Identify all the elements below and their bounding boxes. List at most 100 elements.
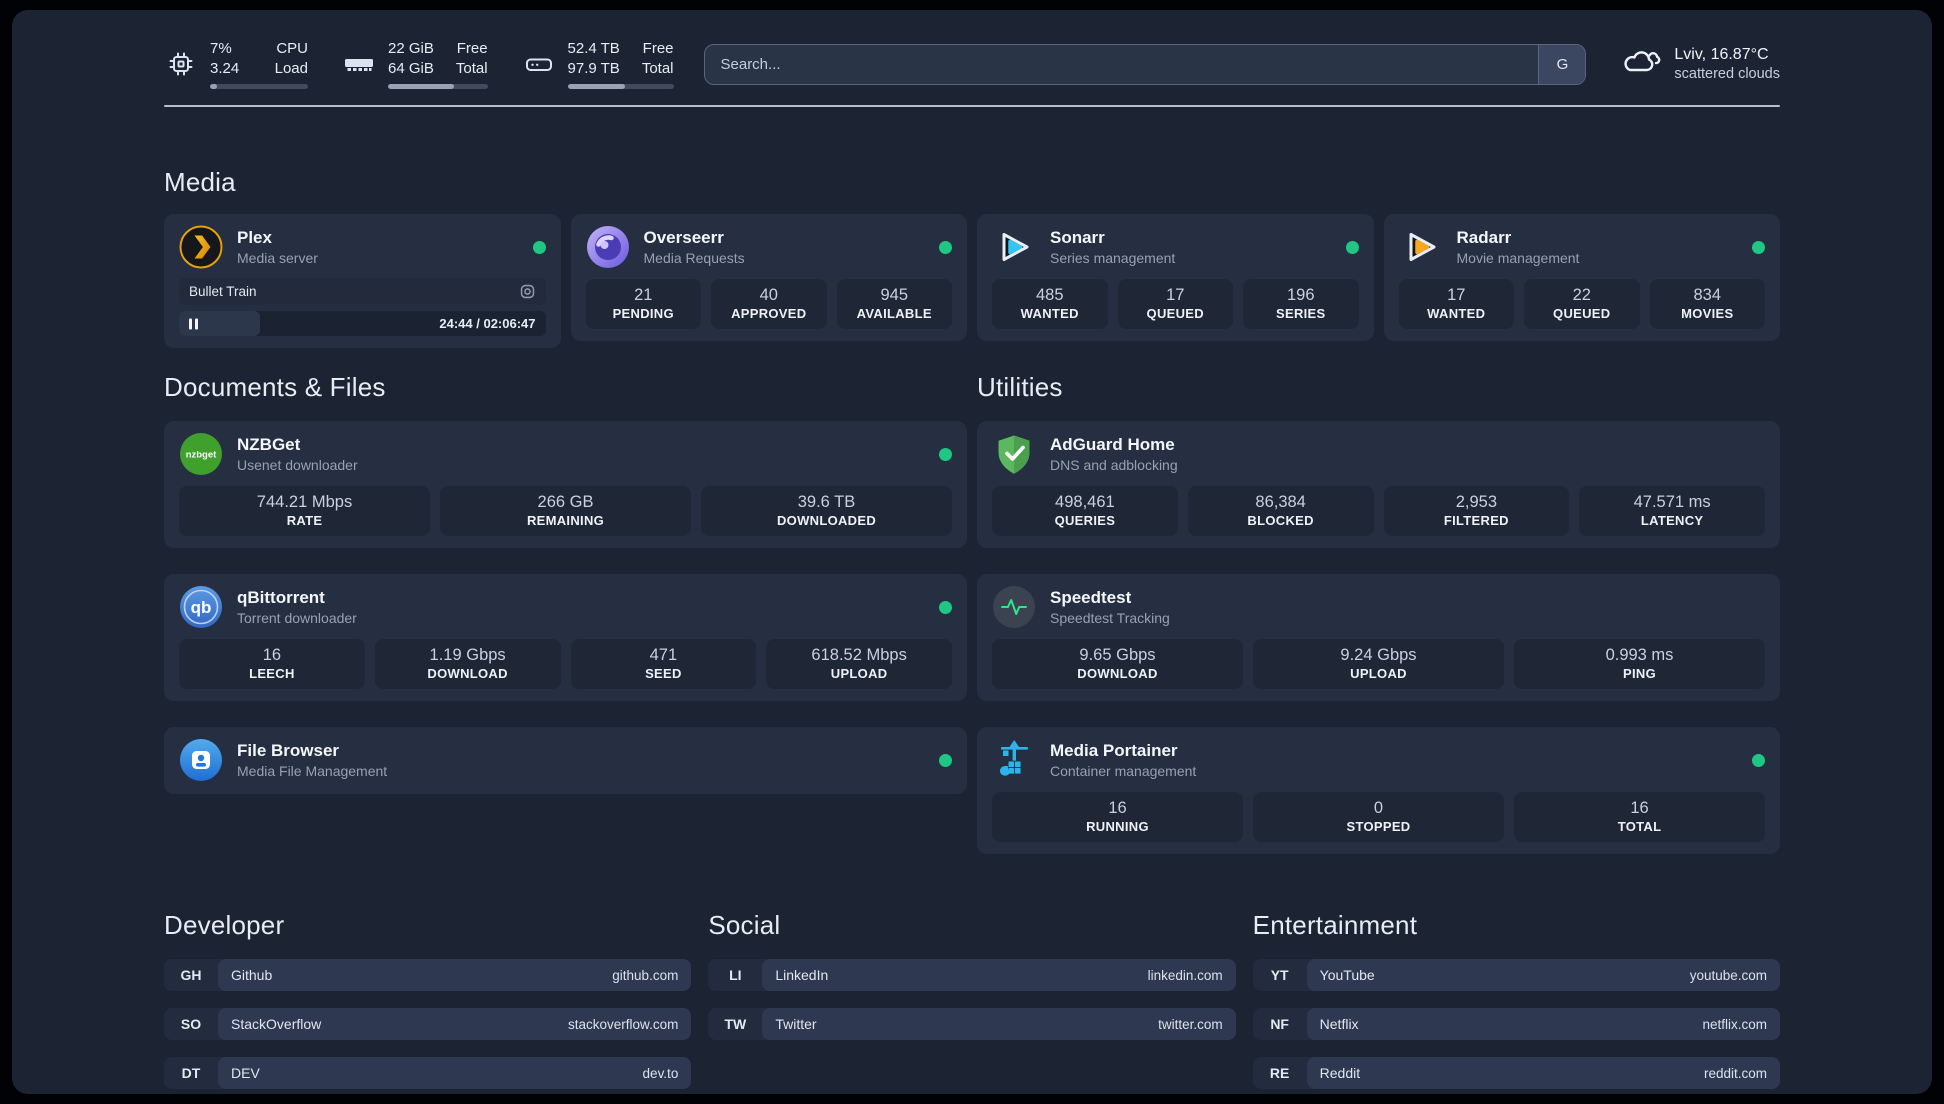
bookmark-link[interactable]: DT DEV dev.to xyxy=(164,1057,692,1089)
app-stats-row: 744.21 Mbps RATE 266 GB REMAINING 39.6 T… xyxy=(179,486,952,536)
stat-label: PING xyxy=(1623,666,1656,681)
app-card[interactable]: Radarr Movie management 17 WANTED xyxy=(1383,214,1780,341)
app-stats-row: 9.65 Gbps DOWNLOAD 9.24 Gbps UPLOAD 0.99… xyxy=(992,639,1765,689)
stat-value: 9.24 Gbps xyxy=(1340,646,1417,664)
bookmark-link[interactable]: TW Twitter twitter.com xyxy=(708,1008,1236,1040)
app-stats-row: 498,461 QUERIES 86,384 BLOCKED 2,953 FIL… xyxy=(992,486,1765,536)
bookmark-url: dev.to xyxy=(642,1065,679,1081)
dashboard: 7% 3.24 CPU Load xyxy=(12,10,1932,1094)
app-card[interactable]: Speedtest Speedtest Tracking 9.65 Gbps xyxy=(977,574,1780,701)
bookmark-abbr: RE xyxy=(1269,1065,1290,1081)
bookmark-abbr: YT xyxy=(1270,967,1289,983)
bookmark-url: netflix.com xyxy=(1702,1016,1767,1032)
bookmark-section-title: Developer xyxy=(164,910,285,940)
bookmark-url: stackoverflow.com xyxy=(568,1016,679,1032)
stat-box: 2,953 FILTERED xyxy=(1383,486,1570,536)
app-card-header: Radarr Movie management xyxy=(1399,225,1765,269)
search-input[interactable] xyxy=(704,44,1539,84)
stat-label: REMAINING xyxy=(526,513,605,528)
stat-box: 47.571 ms LATENCY xyxy=(1579,486,1765,536)
system-stat: 7% 3.24 CPU Load xyxy=(164,39,308,89)
app-name: File Browser xyxy=(237,741,340,760)
bookmark-link[interactable]: GH Github github.com xyxy=(164,959,692,991)
stat-box: 17 WANTED xyxy=(1398,279,1514,329)
stat-value-primary: 7% xyxy=(210,40,232,57)
sonarr-icon xyxy=(992,225,1036,269)
stat-label: DOWNLOAD xyxy=(1077,666,1158,681)
stat-progress-track xyxy=(210,84,308,89)
stat-label-primary: Free xyxy=(642,40,674,57)
stat-value: 266 GB xyxy=(537,493,594,511)
gear-icon[interactable] xyxy=(519,283,536,300)
bookmark-name: Twitter xyxy=(775,1016,817,1032)
stat-label: LEECH xyxy=(249,666,295,681)
app-card[interactable]: Overseerr Media Requests 21 PENDI xyxy=(570,214,967,341)
bookmark-name: StackOverflow xyxy=(231,1016,322,1032)
system-stat: 52.4 TB 97.9 TB Free Total xyxy=(522,39,674,89)
stat-label: PENDING xyxy=(612,306,674,321)
search-provider-button[interactable]: G xyxy=(1538,44,1586,84)
stat-box: 17 QUEUED xyxy=(1117,279,1233,329)
status-online-dot xyxy=(532,240,546,254)
stat-label: UPLOAD xyxy=(1350,666,1407,681)
app-name: Media Portainer xyxy=(1050,741,1178,760)
bookmark-link[interactable]: SO StackOverflow stackoverflow.com xyxy=(164,1008,692,1040)
pause-icon[interactable] xyxy=(189,318,198,329)
bookmark-list: YT YouTube youtube.com NF Netflix netfli… xyxy=(1252,959,1780,1089)
bookmark-abbr: SO xyxy=(180,1016,202,1032)
bookmark-name: LinkedIn xyxy=(775,967,829,983)
bookmark-link[interactable]: RE Reddit reddit.com xyxy=(1252,1057,1780,1089)
stat-progress-fill xyxy=(567,84,625,89)
app-card[interactable]: Sonarr Series management 485 WANT xyxy=(977,214,1374,341)
bookmark-name: YouTube xyxy=(1319,967,1375,983)
bookmark-abbr: TW xyxy=(724,1016,747,1032)
app-card-header: Overseerr Media Requests xyxy=(586,225,952,269)
stat-value: 485 xyxy=(1035,286,1064,304)
app-card[interactable]: qb qBittorrent Torrent downloader xyxy=(164,574,967,701)
bookmark-section: Entertainment YT YouTube youtube.com NF xyxy=(1252,910,1780,1089)
stat-value-secondary: 97.9 TB xyxy=(567,60,620,77)
app-card[interactable]: Plex Media server Bullet Train 24:44 / 0… xyxy=(164,214,561,348)
stat-label: FILTERED xyxy=(1443,513,1509,528)
stat-label: QUEUED xyxy=(1146,306,1204,321)
stat-value: 21 xyxy=(634,286,653,304)
app-card-header: File Browser Media File Management xyxy=(179,738,952,782)
app-description: Series management xyxy=(1050,250,1176,266)
stat-box: 16 TOTAL xyxy=(1514,792,1765,842)
system-stats: 7% 3.24 CPU Load xyxy=(164,39,674,89)
status-online-dot xyxy=(939,753,952,767)
stat-label: QUERIES xyxy=(1054,513,1116,528)
stat-box: 0 STOPPED xyxy=(1253,792,1504,842)
bookmark-section-title: Entertainment xyxy=(1252,910,1418,940)
bookmark-link[interactable]: NF Netflix netflix.com xyxy=(1252,1008,1780,1040)
bookmark-section: Social LI LinkedIn linkedin.com TW xyxy=(708,910,1236,1040)
overseerr-icon xyxy=(586,225,630,269)
app-description: DNS and adblocking xyxy=(1050,457,1178,473)
stat-box: 945 AVAILABLE xyxy=(836,279,952,329)
app-name: Overseerr xyxy=(643,228,724,247)
disk-icon xyxy=(522,49,556,79)
stat-box: 266 GB REMAINING xyxy=(440,486,691,536)
app-card[interactable]: nzbget NZBGet Usenet downloader xyxy=(164,421,967,548)
stat-value: 618.52 Mbps xyxy=(811,646,907,664)
stat-value: 16 xyxy=(262,646,282,664)
stat-box: 86,384 BLOCKED xyxy=(1187,486,1374,536)
stat-label: RUNNING xyxy=(1086,819,1149,834)
stat-box: 834 MOVIES xyxy=(1649,279,1765,329)
bookmark-link[interactable]: YT YouTube youtube.com xyxy=(1252,959,1780,991)
app-card[interactable]: Media Portainer Container management 16 xyxy=(977,727,1780,854)
stat-label: APPROVED xyxy=(731,306,807,321)
stat-label-primary: Free xyxy=(456,40,488,57)
stat-label-secondary: Load xyxy=(274,60,308,77)
bookmark-link[interactable]: LI LinkedIn linkedin.com xyxy=(708,959,1236,991)
app-stats-row: 17 WANTED 22 QUEUED 834 MOVIES xyxy=(1398,279,1765,329)
svg-text:nzbget: nzbget xyxy=(186,450,217,461)
stat-value: 22 xyxy=(1572,286,1591,304)
stat-box: 471 SEED xyxy=(570,639,757,689)
stat-value: 471 xyxy=(649,646,678,664)
bookmark-name: Reddit xyxy=(1319,1065,1361,1081)
stat-label-secondary: Total xyxy=(641,60,674,77)
status-online-dot xyxy=(1345,240,1359,254)
app-card[interactable]: File Browser Media File Management xyxy=(164,727,967,794)
app-card[interactable]: AdGuard Home DNS and adblocking 498,461 xyxy=(977,421,1780,548)
